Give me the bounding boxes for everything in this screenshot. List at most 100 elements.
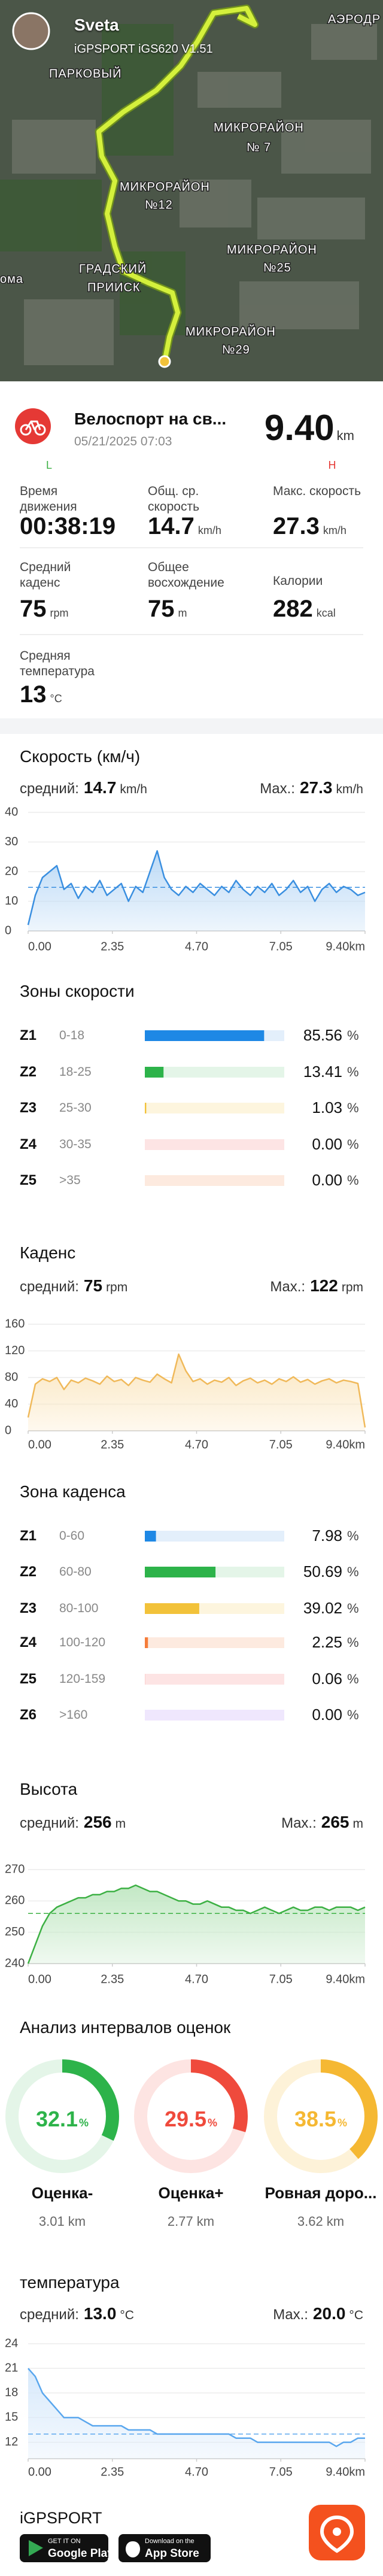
donut-arc <box>5 2059 119 2173</box>
stat-value: 13 °C <box>20 676 62 710</box>
y-tick-label: 160 <box>5 1317 25 1330</box>
brand: iGPSPORT <box>20 2508 102 2527</box>
badge-small: Download on the <box>145 2538 194 2545</box>
section-title: Зоны скорости <box>20 982 135 1001</box>
zone-range: 120-159 <box>59 1672 106 1686</box>
text: km/h <box>336 782 363 796</box>
zone-track <box>145 1637 284 1648</box>
donut-percent: 29.5% <box>155 2102 227 2135</box>
zone-unit: % <box>347 1172 359 1188</box>
x-tick-label: 4.70 <box>185 940 208 953</box>
text: °C <box>120 2308 134 2322</box>
y-tick-label: 24 <box>5 2337 18 2350</box>
average: средний: 75 rpm <box>20 1272 127 1305</box>
x-tick-label: 7.05 <box>269 2465 293 2478</box>
zone-bar <box>145 1567 216 1577</box>
zone-percent: 2.25 <box>312 1633 342 1652</box>
maximum: Max.: 20.0 °C <box>273 2299 363 2333</box>
text: 20.0 <box>312 2304 346 2323</box>
badge-name: Google Play <box>48 2547 114 2560</box>
y-tick-label: 260 <box>5 1894 25 1907</box>
donut-percent: 38.5% <box>285 2102 357 2135</box>
user-name: Sveta <box>74 16 119 35</box>
x-tick-label: 7.05 <box>269 1438 293 1451</box>
text: 27.3 <box>299 778 333 797</box>
pin-dot <box>333 2528 341 2536</box>
zone-bar <box>145 1603 199 1614</box>
zone-unit: % <box>347 1707 359 1722</box>
x-tick-label: 0.00 <box>28 940 51 953</box>
map-label: МИКРОРАЙОН <box>214 120 304 134</box>
map-label: ПАРКОВЫЙ <box>49 66 121 80</box>
map-label: ГРАДСКИЙ <box>79 261 147 275</box>
badge-small: GET IT ON <box>48 2538 81 2545</box>
area <box>28 1885 365 1964</box>
text: m <box>178 607 187 619</box>
text: Max.: <box>273 2307 308 2323</box>
x-tick-label: 2.35 <box>101 1438 124 1451</box>
x-tick-label: 2.35 <box>101 2465 124 2478</box>
text: 75 <box>20 596 47 622</box>
section-title: Каденс <box>20 1243 76 1263</box>
zone-track <box>145 1175 284 1186</box>
avatar[interactable] <box>12 12 50 50</box>
text: km/h <box>120 782 147 796</box>
zone-range: 0-18 <box>59 1028 85 1043</box>
text: 29.5 <box>164 2107 207 2131</box>
zone-range: >160 <box>59 1708 88 1722</box>
zone-percent: 0.00 <box>312 1135 342 1154</box>
section-title: температура <box>20 2273 120 2292</box>
map-label: МИКРОРАЙОН <box>120 179 210 193</box>
zone-percent: 13.41 <box>303 1063 342 1081</box>
text: m <box>352 1817 364 1831</box>
area <box>28 1354 365 1431</box>
y-tick-label: 12 <box>5 2435 18 2448</box>
stat-value: 75 rpm <box>20 591 69 624</box>
y-tick-label: 15 <box>5 2411 18 2424</box>
badge-name: App Store <box>145 2547 199 2560</box>
x-tick-label: 9.40km <box>326 1973 365 1986</box>
google-play-badge[interactable] <box>20 2534 108 2562</box>
zone-range: 30-35 <box>59 1137 92 1152</box>
rating-name: Оценка+ <box>158 2184 224 2202</box>
text: °C <box>50 693 62 705</box>
zone-percent: 0.00 <box>312 1706 342 1724</box>
stat-label: Время движения <box>20 484 77 514</box>
stat-label: Средняя температура <box>20 649 95 678</box>
x-tick-label: 2.35 <box>101 1973 124 1986</box>
maximum: Max.: 265 m <box>281 1808 363 1841</box>
zone-unit: % <box>347 1671 359 1686</box>
text: средний: <box>20 1815 79 1831</box>
text: Max.: <box>270 1279 306 1295</box>
section-title: Анализ интервалов оценок <box>20 2018 231 2037</box>
line <box>27 1884 366 1964</box>
zone-range: >35 <box>59 1173 81 1188</box>
stat-value: 14.7 km/h <box>148 508 221 542</box>
text: kcal <box>316 607 336 619</box>
text: 75 <box>148 596 175 622</box>
maximum: Max.: 122 rpm <box>270 1272 363 1305</box>
y-tick-label: 270 <box>5 1862 25 1876</box>
zone-name: Z3 <box>20 1600 37 1616</box>
zone-name: Z6 <box>20 1706 37 1723</box>
stat-label: Макс. скорость <box>273 484 361 498</box>
zone-percent: 85.56 <box>303 1026 342 1045</box>
y-tick-label: 30 <box>5 835 18 848</box>
y-tick-label: 40 <box>5 805 18 818</box>
app-store-badge[interactable] <box>118 2534 211 2562</box>
text: 9.40 <box>264 408 335 448</box>
map-label: № 7 <box>247 141 271 154</box>
map-label: АЭРОДР <box>328 13 381 26</box>
y-tick-label: 0 <box>5 1424 11 1437</box>
text: 75 <box>83 1276 103 1295</box>
bike-glyph <box>20 420 46 436</box>
stat-value: 27.3 km/h <box>273 508 346 542</box>
pin-glyph <box>320 2515 354 2553</box>
activity-title: Велоспорт на св... <box>74 409 227 429</box>
y-tick-label: 40 <box>5 1397 18 1410</box>
zone-name: Z4 <box>20 1634 37 1650</box>
text: rpm <box>106 1281 128 1294</box>
zone-track <box>145 1531 284 1542</box>
text: 13.0 <box>83 2304 117 2323</box>
zone-range: 25-30 <box>59 1101 92 1115</box>
